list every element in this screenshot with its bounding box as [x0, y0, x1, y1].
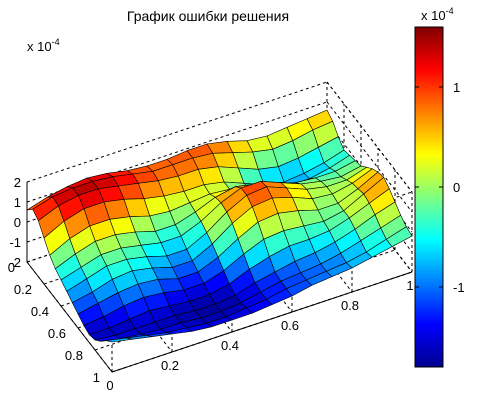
colorbar-gradient [414, 26, 444, 368]
z-exponent-label: x 10-4 [27, 37, 60, 54]
surface-plot [26, 109, 413, 343]
axes-front [26, 182, 413, 373]
x-tick-label: 0.2 [161, 358, 179, 373]
z-gridline [26, 101, 328, 203]
colorbar-exponent-label: x 10-4 [421, 6, 454, 23]
z-gridline [326, 81, 413, 193]
y-gridline [326, 161, 413, 273]
x-tick-label: 1 [406, 278, 413, 293]
chart-title: График ошибки решения [127, 8, 289, 24]
y-tick-label: 0.4 [31, 304, 49, 319]
surface-patch [106, 337, 133, 343]
x-tick-label: 0 [106, 378, 113, 393]
colorbar-ticks: 1 0 -1 [415, 80, 465, 295]
z-tick-label: 1 [14, 195, 21, 210]
colorbar-tick-label: 0 [453, 180, 460, 195]
z-tick-label: -1 [9, 235, 21, 250]
y-tick-label: 1 [93, 370, 100, 385]
z-tick-label: 0 [14, 215, 21, 230]
y-tick-label: 0.6 [48, 326, 66, 341]
colorbar: 1 0 -1 x 10-4 [414, 6, 465, 368]
y-tick-label: 0 [8, 260, 15, 275]
x-tick-label: 0.6 [281, 318, 299, 333]
z-tick-label: -2 [9, 255, 21, 270]
x-tick-label: 0.8 [341, 298, 359, 313]
y-tick-label: 0.2 [14, 282, 32, 297]
z-gridline [26, 81, 328, 183]
x-axis-line [111, 271, 413, 373]
x-tick-label: 0.4 [221, 338, 239, 353]
z-gridline [326, 101, 413, 213]
colorbar-tick-label: -1 [453, 280, 465, 295]
y-tick-label: 0.8 [65, 348, 83, 363]
z-tick-label: 2 [14, 175, 21, 190]
colorbar-tick-label: 1 [453, 80, 460, 95]
y-axis-line [26, 261, 113, 373]
